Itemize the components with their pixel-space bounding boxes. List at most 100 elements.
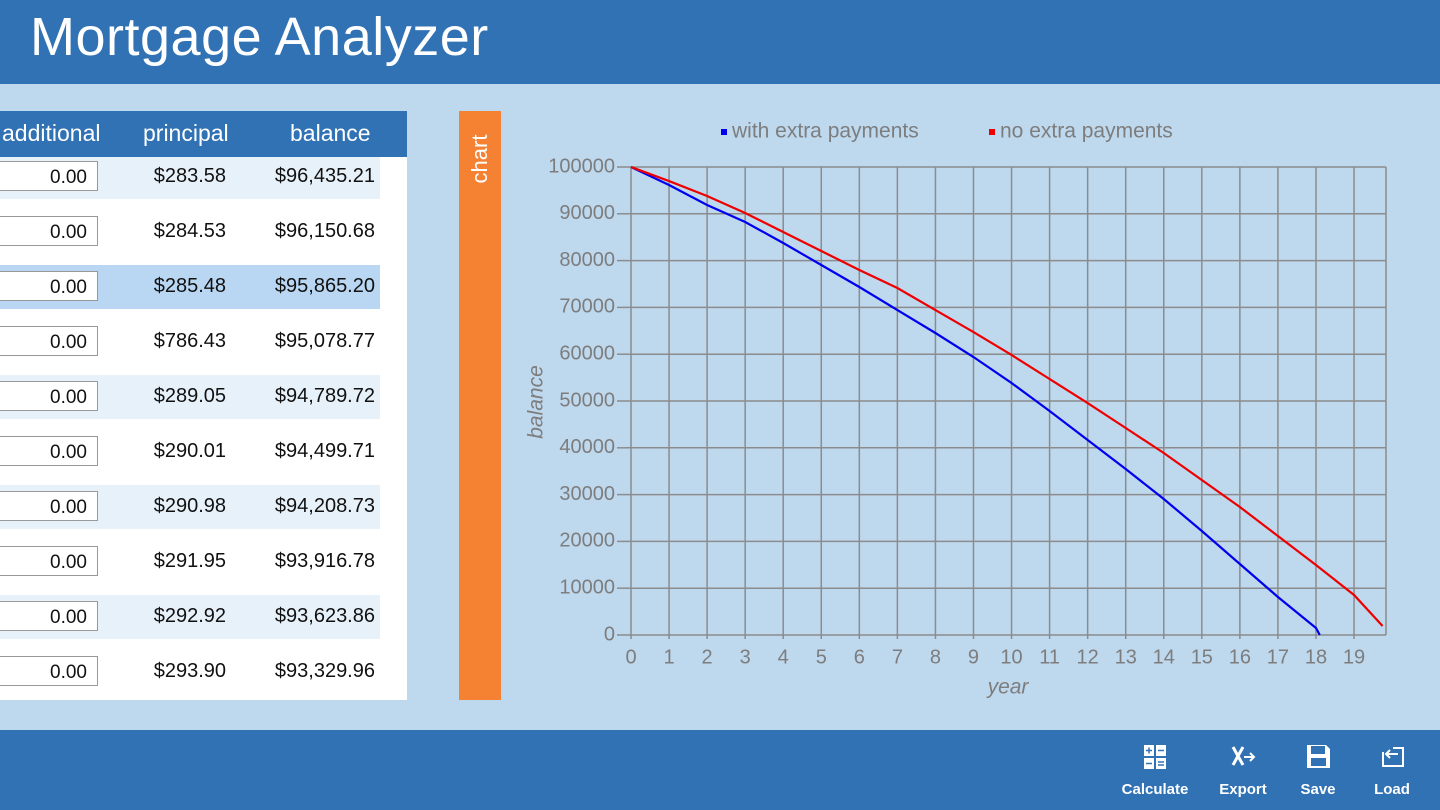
- x-tick-label: 12: [1077, 646, 1099, 668]
- additional-value: 0.00: [50, 662, 87, 683]
- additional-input[interactable]: 0.00: [0, 381, 98, 411]
- column-header[interactable]: principal: [143, 120, 229, 146]
- y-tick-label: 10000: [559, 576, 615, 598]
- column-header[interactable]: balance: [290, 120, 371, 146]
- x-tick-label: 1: [663, 646, 674, 668]
- calculate-button[interactable]: Calculate: [1115, 730, 1195, 810]
- y-tick-label: 80000: [559, 249, 615, 271]
- principal-cell: $290.01: [153, 440, 226, 462]
- additional-value: 0.00: [50, 167, 87, 188]
- additional-value: 0.00: [50, 442, 87, 463]
- export-icon: [1231, 746, 1256, 766]
- balance-cell: $93,329.96: [274, 660, 375, 682]
- app-bar: Calculate Export Save Load: [0, 730, 1440, 810]
- additional-input[interactable]: 0.00: [0, 216, 98, 246]
- additional-input[interactable]: 0.00: [0, 436, 98, 466]
- additional-value: 0.00: [50, 332, 87, 353]
- balance-cell: $93,916.78: [274, 550, 375, 572]
- additional-value: 0.00: [50, 277, 87, 298]
- x-tick-label: 13: [1115, 646, 1137, 668]
- additional-value: 0.00: [50, 497, 87, 518]
- table-body: 0.00 $283.58 $96,435.21 0.00 $284.53 $96,150.…: [0, 157, 407, 700]
- principal-cell: $293.90: [153, 660, 226, 682]
- series-line: [630, 166, 1321, 636]
- additional-value: 0.00: [50, 387, 87, 408]
- principal-cell: $284.53: [153, 220, 226, 242]
- balance-cell: $95,078.77: [274, 330, 375, 352]
- additional-value: 0.00: [50, 552, 87, 573]
- balance-cell: $93,623.86: [274, 605, 375, 627]
- series-line: [630, 165, 1384, 627]
- table-row[interactable]: 0.00 $290.98 $94,208.73: [0, 485, 380, 529]
- title-bar: Mortgage Analyzer: [0, 0, 1440, 84]
- table-row[interactable]: 0.00 $292.92 $93,623.86: [0, 595, 380, 639]
- additional-input[interactable]: 0.00: [0, 546, 98, 576]
- table-row[interactable]: 0.00 $284.53 $96,150.68: [0, 210, 380, 254]
- table-row[interactable]: 0.00 $285.48 $95,865.20: [0, 265, 380, 309]
- additional-input[interactable]: 0.00: [0, 656, 98, 686]
- y-tick-label: 50000: [559, 389, 615, 411]
- principal-cell: $291.95: [153, 550, 226, 572]
- additional-input[interactable]: 0.00: [0, 491, 98, 521]
- x-tick-label: 5: [816, 646, 827, 668]
- table-row[interactable]: 0.00 $291.95 $93,916.78: [0, 540, 380, 584]
- additional-input[interactable]: 0.00: [0, 601, 98, 631]
- balance-cell: $94,499.71: [274, 440, 375, 462]
- amortization-table: additional principal balance 0.00 $283.58…: [0, 111, 407, 700]
- balance-cell: $94,208.73: [274, 495, 375, 517]
- principal-cell: $285.48: [153, 275, 226, 297]
- button-label: Save: [1300, 781, 1336, 798]
- x-tick-label: 19: [1343, 646, 1365, 668]
- x-tick-label: 14: [1153, 646, 1175, 668]
- table-header: additional principal balance: [0, 111, 407, 157]
- x-axis-title: year: [986, 676, 1030, 699]
- y-tick-label: 20000: [559, 530, 615, 552]
- additional-value: 0.00: [50, 607, 87, 628]
- table-row[interactable]: 0.00 $283.58 $96,435.21: [0, 157, 380, 199]
- y-tick-label: 100000: [548, 155, 615, 177]
- x-tick-label: 8: [930, 646, 941, 668]
- additional-input[interactable]: 0.00: [0, 271, 98, 301]
- load-icon: [1382, 747, 1404, 767]
- x-tick-label: 7: [892, 646, 903, 668]
- principal-cell: $290.98: [153, 495, 226, 517]
- chart-tab-label-box: chart: [459, 111, 501, 211]
- x-tick-label: 10: [1000, 646, 1022, 668]
- x-tick-label: 0: [625, 646, 636, 668]
- y-tick-label: 70000: [559, 296, 615, 318]
- y-tick-label: 0: [604, 623, 615, 645]
- chart-tab[interactable]: chart: [459, 111, 501, 700]
- principal-cell: $289.05: [153, 385, 226, 407]
- save-button[interactable]: Save: [1278, 730, 1358, 810]
- additional-input[interactable]: 0.00: [0, 326, 98, 356]
- y-tick-label: 30000: [559, 483, 615, 505]
- x-tick-label: 15: [1191, 646, 1213, 668]
- x-tick-label: 2: [702, 646, 713, 668]
- button-label: Load: [1374, 781, 1410, 798]
- legend-swatch: [989, 129, 995, 135]
- principal-cell: $283.58: [153, 165, 226, 187]
- save-icon: [1307, 745, 1330, 768]
- y-tick-label: 90000: [559, 202, 615, 224]
- chart: 0 10000 20000 30000 40000 50000 60000 70000 8000…: [525, 120, 1387, 699]
- legend-label: no extra payments: [1000, 120, 1173, 143]
- load-button[interactable]: Load: [1352, 730, 1432, 810]
- table-row[interactable]: 0.00 $786.43 $95,078.77: [0, 320, 380, 364]
- balance-cell: $96,150.68: [274, 220, 375, 242]
- table-row[interactable]: 0.00 $290.01 $94,499.71: [0, 430, 380, 474]
- balance-cell: $94,789.72: [274, 385, 375, 407]
- table-row[interactable]: 0.00 $289.05 $94,789.72: [0, 375, 380, 419]
- x-tick-label: 11: [1039, 646, 1060, 668]
- x-tick-label: 6: [854, 646, 865, 668]
- export-button[interactable]: Export: [1203, 730, 1283, 810]
- plot: 0 10000 20000 30000 40000 50000 60000 70000 8000…: [525, 120, 1387, 699]
- table-row[interactable]: 0.00 $293.90 $93,329.96: [0, 650, 380, 694]
- legend-swatch: [721, 129, 727, 135]
- y-axis-title: balance: [525, 365, 548, 439]
- button-label: Export: [1219, 781, 1267, 798]
- x-tick-label: 9: [968, 646, 979, 668]
- x-tick-label: 3: [740, 646, 751, 668]
- column-header[interactable]: additional: [2, 120, 101, 146]
- balance-cell: $95,865.20: [274, 275, 375, 297]
- additional-input[interactable]: 0.00: [0, 161, 98, 191]
